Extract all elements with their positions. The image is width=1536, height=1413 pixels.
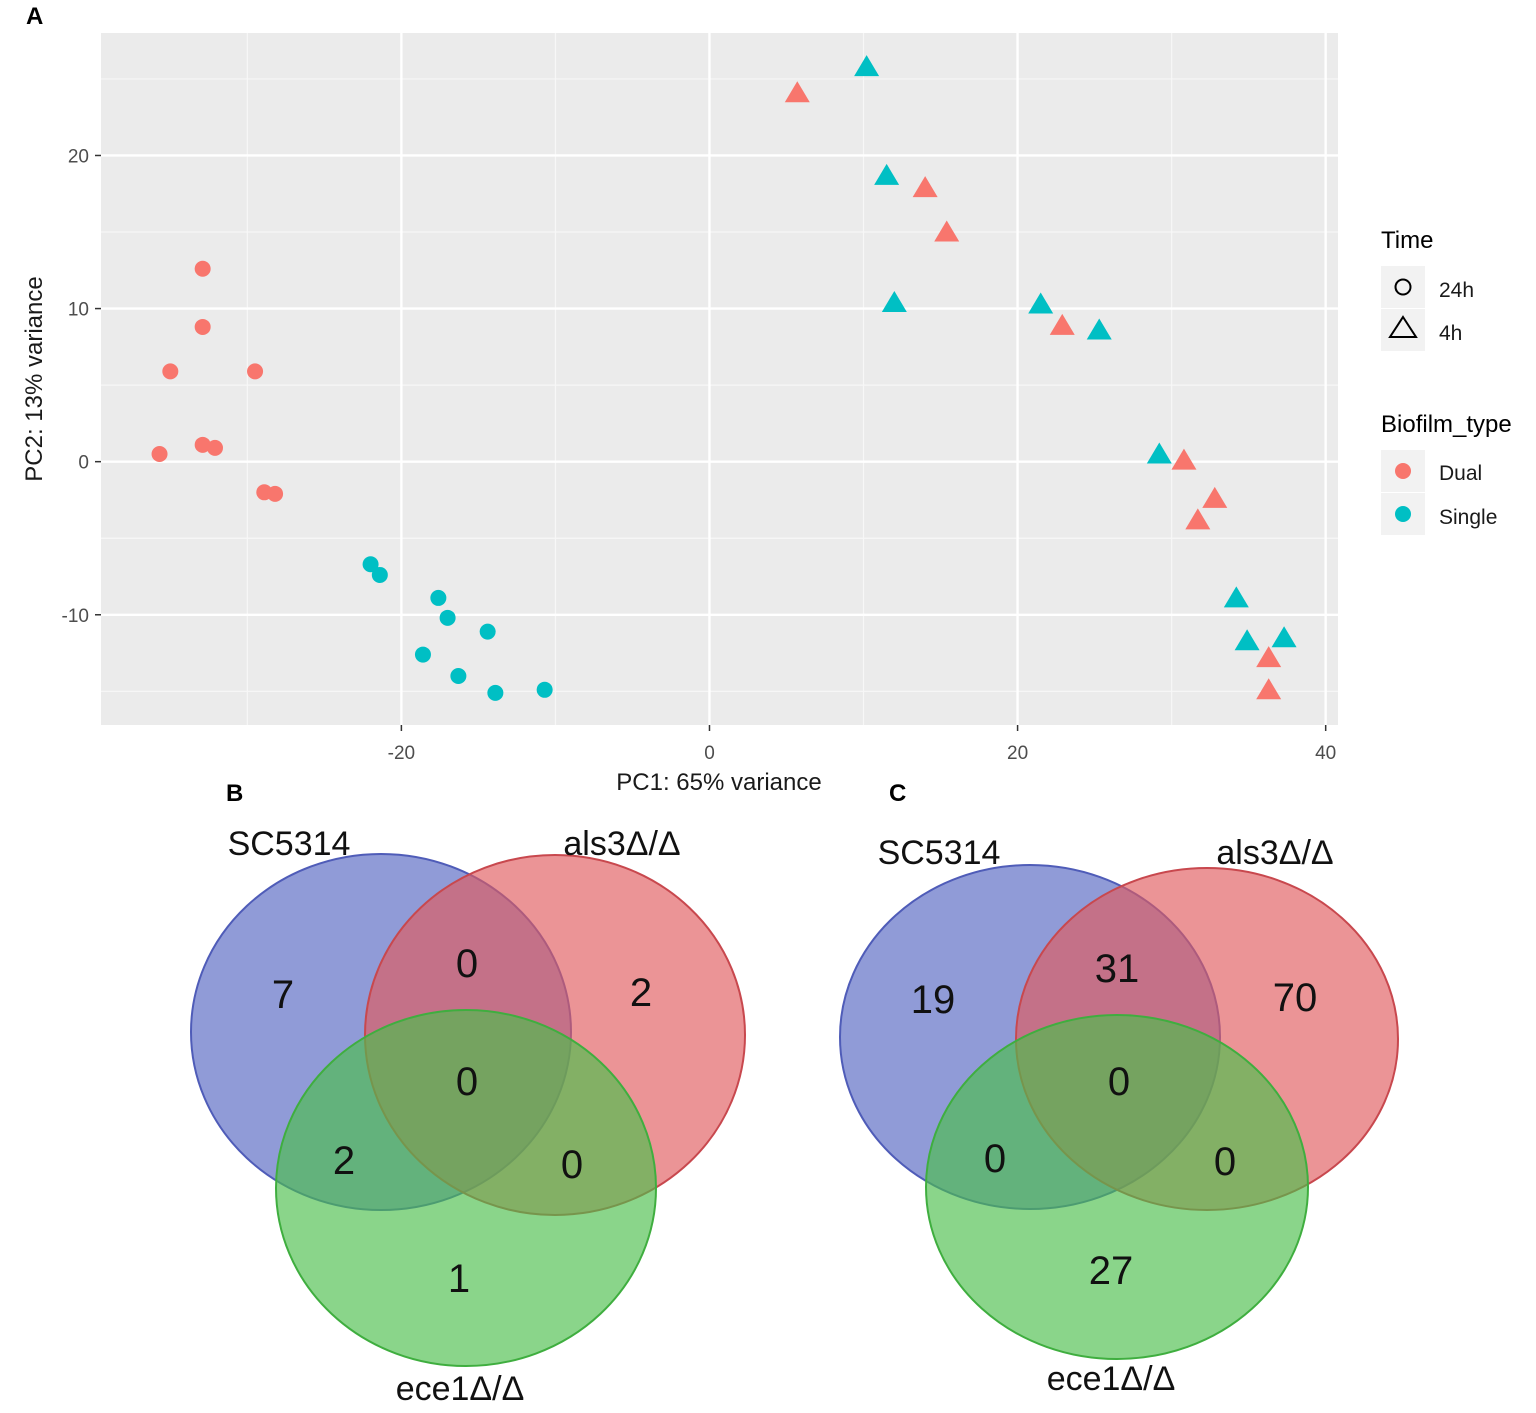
data-point-4h-dual <box>1256 678 1282 700</box>
data-point-4h-single <box>1086 318 1112 340</box>
legend-label-single: Single <box>1439 506 1497 529</box>
y-axis: -10 0 10 20 <box>62 146 101 627</box>
venn-b-circle-ece1 <box>275 1009 657 1367</box>
data-point-4h-dual <box>1202 486 1228 508</box>
panel-b: B SC5314 als3Δ/Δ ece1Δ/Δ 7 2 0 0 2 0 1 <box>190 780 746 1408</box>
data-point-24h-single <box>414 646 431 663</box>
legend-biofilm: Biofilm_type Dual Single <box>1381 411 1512 535</box>
legend-dot-dual <box>1395 463 1411 479</box>
data-point-4h-dual <box>912 176 938 198</box>
venn-c-count-sc5314-ece1: 0 <box>984 1137 1006 1181</box>
data-point-4h-dual <box>1049 313 1075 335</box>
legend-triangle-icon <box>1388 315 1418 338</box>
panel-a-letter: A <box>26 3 43 30</box>
data-point-24h-dual <box>194 318 211 335</box>
legend-key-24h <box>1381 266 1425 308</box>
panel-b-letter: B <box>226 780 243 807</box>
venn-b-set-label-sc5314: SC5314 <box>228 825 351 863</box>
venn-c-set-label-sc5314: SC5314 <box>878 834 1001 872</box>
data-point-4h-dual <box>1171 448 1197 470</box>
x-tick-label: 40 <box>1315 743 1336 764</box>
points-layer <box>151 55 1297 701</box>
venn-b-count-als3-only: 2 <box>630 971 652 1015</box>
data-point-4h-single <box>854 55 880 77</box>
data-point-4h-single <box>1028 292 1054 314</box>
data-point-4h-single <box>874 163 900 185</box>
venn-b-set-label-ece1: ece1Δ/Δ <box>396 1370 525 1408</box>
venn-c-set-label-ece1: ece1Δ/Δ <box>1047 1360 1176 1398</box>
panel-a: A -20 0 20 40 -10 0 10 20 PC1: 65% variance PC… <box>21 3 1512 796</box>
panel-c-letter: C <box>889 780 906 807</box>
venn-c-count-als3-ece1: 0 <box>1214 1140 1236 1184</box>
legend-time: Time 24h 4h <box>1381 227 1474 351</box>
data-point-24h-dual <box>267 485 284 502</box>
venn-b-count-ece1-only: 1 <box>448 1257 470 1301</box>
venn-c-count-als3-only: 70 <box>1273 976 1318 1020</box>
legend-label-24h: 24h <box>1439 279 1474 302</box>
x-tick-label: 20 <box>1007 743 1028 764</box>
data-point-24h-dual <box>247 363 264 380</box>
data-point-4h-dual <box>934 220 960 242</box>
data-point-4h-dual <box>1185 508 1211 530</box>
x-tick-label: -20 <box>388 743 415 764</box>
y-tick-label: 20 <box>68 146 89 167</box>
grid-major <box>101 33 1338 725</box>
data-point-4h-dual <box>1256 646 1282 668</box>
data-point-4h-single <box>1223 586 1249 608</box>
legend-circle-icon <box>1394 278 1412 296</box>
data-point-24h-dual <box>194 260 211 277</box>
venn-c-set-label-als3: als3Δ/Δ <box>1216 834 1333 872</box>
data-point-4h-single <box>1234 629 1260 651</box>
grid-minor <box>101 33 1338 725</box>
venn-c-count-sc5314-only: 19 <box>911 978 956 1022</box>
venn-c-count-sc5314-als3: 31 <box>1095 947 1140 991</box>
data-point-24h-dual <box>151 446 168 463</box>
data-point-24h-single <box>450 668 467 685</box>
venn-b-count-all-three: 0 <box>456 1060 478 1104</box>
data-point-24h-single <box>479 623 496 640</box>
legend-label-4h: 4h <box>1439 322 1462 345</box>
data-point-4h-single <box>881 290 907 312</box>
data-point-24h-dual <box>162 363 179 380</box>
venn-b-count-sc5314-only: 7 <box>272 973 294 1017</box>
data-point-24h-single <box>487 684 504 701</box>
data-point-4h-single <box>1146 442 1172 464</box>
panel-c: C SC5314 als3Δ/Δ ece1Δ/Δ 19 70 31 0 0 0 … <box>839 780 1399 1398</box>
data-point-4h-single <box>1271 626 1297 648</box>
data-point-24h-single <box>362 556 379 573</box>
legend-time-title: Time <box>1381 227 1433 254</box>
data-point-24h-dual <box>206 439 223 456</box>
plot-panel <box>101 33 1338 725</box>
legend-biofilm-title: Biofilm_type <box>1381 411 1512 438</box>
x-tick-label: 0 <box>704 743 715 764</box>
data-point-4h-dual <box>784 81 810 103</box>
x-axis-label: PC1: 65% variance <box>616 769 821 796</box>
y-axis-label: PC2: 13% variance <box>21 276 48 481</box>
data-point-24h-single <box>439 609 456 626</box>
x-axis: -20 0 20 40 <box>388 725 1336 764</box>
data-point-24h-single <box>371 566 388 583</box>
venn-b-count-sc5314-als3: 0 <box>456 942 478 986</box>
legend-dot-single <box>1395 506 1411 522</box>
data-point-24h-single <box>536 681 553 698</box>
y-tick-label: 10 <box>68 300 89 321</box>
data-point-24h-single <box>430 589 447 606</box>
venn-c-count-ece1-only: 27 <box>1089 1249 1134 1293</box>
venn-b-set-label-als3: als3Δ/Δ <box>563 825 680 863</box>
y-tick-label: 0 <box>78 453 89 474</box>
y-tick-label: -10 <box>62 606 89 627</box>
venn-b-count-als3-ece1: 0 <box>561 1143 583 1187</box>
venn-c-count-all-three: 0 <box>1108 1060 1130 1104</box>
data-point-24h-dual <box>194 436 211 453</box>
legend-label-dual: Dual <box>1439 462 1482 485</box>
venn-c-circle-ece1 <box>925 1014 1309 1360</box>
venn-b-count-sc5314-ece1: 2 <box>333 1139 355 1183</box>
